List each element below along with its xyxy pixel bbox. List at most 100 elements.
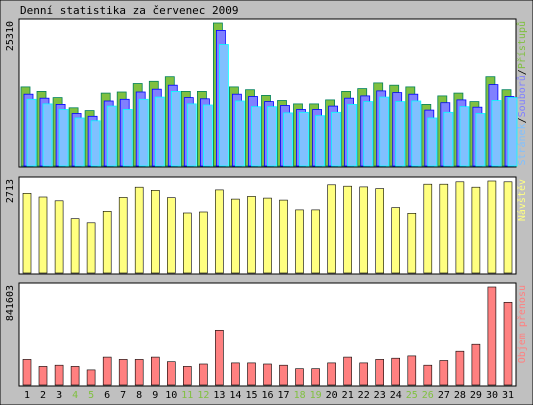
bar-stránek xyxy=(267,106,277,167)
bar-visits xyxy=(118,197,128,274)
bar-kbytes xyxy=(38,366,48,386)
bar-visits xyxy=(343,185,352,274)
bar-visits xyxy=(167,197,176,274)
day-label: 28 xyxy=(454,390,466,401)
day-label: 22 xyxy=(358,390,370,401)
bar-visits xyxy=(22,193,32,274)
bar-stránek xyxy=(411,100,422,167)
bar-visits xyxy=(407,213,417,274)
bar-visits xyxy=(70,218,80,274)
bar-kbytes xyxy=(22,359,32,386)
bar-visits xyxy=(247,196,256,274)
legend-item: Návštěv xyxy=(516,179,528,221)
bar-visits xyxy=(439,183,449,274)
day-label: 20 xyxy=(326,390,338,401)
bar-kbytes xyxy=(151,356,160,386)
bar-stránek xyxy=(218,44,229,167)
day-label: 24 xyxy=(390,390,402,401)
bar-stránek xyxy=(331,111,342,167)
day-label: 23 xyxy=(374,390,386,401)
bar-visits xyxy=(279,199,288,274)
bar-stránek xyxy=(283,112,293,167)
x-axis-day-labels: 1 2 3 4 5 6 7 8 9 10 11 12 13 14 15 16 17 18 19 20 21 22 23 24 2… xyxy=(24,390,514,401)
bar-kbytes xyxy=(231,362,240,386)
bar-kbytes xyxy=(134,359,144,386)
legend-item: / xyxy=(517,69,528,75)
day-label: 13 xyxy=(213,390,225,401)
bar-stránek xyxy=(42,103,53,167)
bar-stránek xyxy=(154,96,165,167)
bar-kbytes xyxy=(375,359,385,386)
day-label: 17 xyxy=(277,390,289,401)
day-label: 26 xyxy=(422,390,434,401)
day-label: 1 xyxy=(24,390,30,401)
bar-visits xyxy=(471,186,481,274)
bar-kbytes xyxy=(439,360,449,386)
bar-kbytes xyxy=(183,366,192,386)
day-label: 27 xyxy=(438,390,450,401)
bar-visits xyxy=(391,207,401,274)
bar-stránek xyxy=(170,91,181,167)
day-label: 10 xyxy=(165,390,177,401)
bar-kbytes xyxy=(487,286,497,386)
y-max-label: 25310 xyxy=(5,21,16,51)
bar-kbytes xyxy=(118,359,128,386)
bar-stránek xyxy=(90,120,101,167)
bar-stránek xyxy=(379,96,390,167)
day-label: 31 xyxy=(502,390,514,401)
bar-kbytes xyxy=(295,368,304,386)
bar-stránek xyxy=(347,104,358,167)
bar-kbytes xyxy=(247,362,256,386)
bar-stránek xyxy=(186,103,197,167)
day-label: 8 xyxy=(136,390,142,401)
day-label: 19 xyxy=(310,390,322,401)
panel-kbytes: 841603 Objem přenosu xyxy=(5,282,528,387)
bar-stránek xyxy=(202,104,213,167)
bar-stránek xyxy=(234,100,245,167)
day-label: 30 xyxy=(486,390,498,401)
bar-stránek xyxy=(74,117,85,167)
legend-traffic: Stránek/Souborů/Přístupů xyxy=(516,21,528,166)
bar-kbytes xyxy=(167,361,176,386)
day-label: 18 xyxy=(294,390,306,401)
bar-visits xyxy=(503,181,513,274)
bar-kbytes xyxy=(86,369,96,386)
bar-kbytes xyxy=(311,368,320,386)
bar-kbytes xyxy=(102,356,112,386)
legend-item: Objem přenosu xyxy=(516,285,528,363)
day-label: 2 xyxy=(40,390,46,401)
bar-visits xyxy=(423,183,433,274)
day-label: 15 xyxy=(245,390,257,401)
bar-kbytes xyxy=(423,364,433,386)
day-label: 12 xyxy=(197,390,209,401)
bar-kbytes xyxy=(279,364,288,386)
bar-kbytes xyxy=(215,329,224,386)
bar-visits xyxy=(151,190,160,274)
day-label: 7 xyxy=(120,390,126,401)
day-label: 4 xyxy=(72,390,78,401)
bar-visits xyxy=(311,209,320,274)
y-max-label: 2713 xyxy=(5,179,16,203)
bar-stránek xyxy=(363,101,374,167)
bar-kbytes xyxy=(343,356,352,386)
chart-title: Denní statistika za červenec 2009 xyxy=(20,4,239,17)
bar-kbytes xyxy=(199,363,208,386)
bar-visits xyxy=(86,222,96,274)
legend-item: Souborů xyxy=(516,75,528,117)
bar-kbytes xyxy=(407,355,417,386)
day-label: 5 xyxy=(88,390,94,401)
bar-visits xyxy=(263,197,272,274)
bar-stránek xyxy=(507,97,518,167)
day-label: 16 xyxy=(261,390,273,401)
legend-item: Stránek xyxy=(516,123,528,165)
legend-visits: Návštěv xyxy=(516,179,528,221)
bar-visits xyxy=(199,211,208,274)
bar-kbytes xyxy=(471,343,481,386)
bar-visits xyxy=(183,212,192,274)
bar-stránek xyxy=(106,105,117,167)
day-label: 25 xyxy=(406,390,418,401)
bar-stránek xyxy=(58,109,69,167)
